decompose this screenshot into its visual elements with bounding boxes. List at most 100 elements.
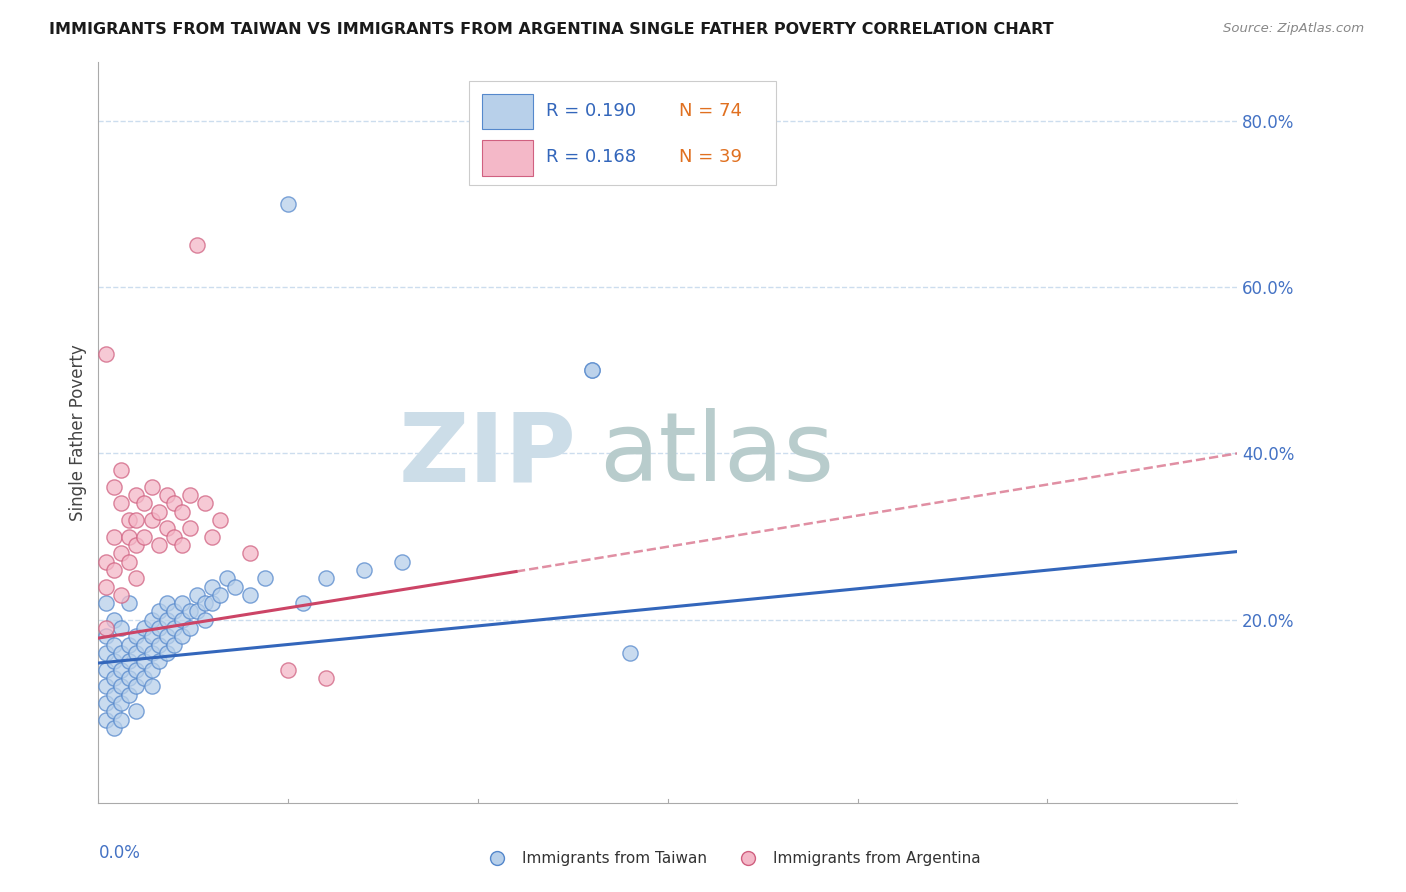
- Point: [315, 571, 337, 585]
- Point: [141, 663, 163, 677]
- Point: [163, 496, 186, 510]
- Y-axis label: Single Father Poverty: Single Father Poverty: [69, 344, 87, 521]
- Point: [125, 663, 148, 677]
- Point: [110, 463, 132, 477]
- Point: [315, 671, 337, 685]
- Point: [118, 654, 141, 668]
- Text: R = 0.190: R = 0.190: [546, 102, 636, 120]
- Point: [110, 679, 132, 693]
- Point: [118, 671, 141, 685]
- Point: [148, 621, 170, 635]
- Point: [148, 638, 170, 652]
- Point: [186, 605, 208, 619]
- Point: [125, 488, 148, 502]
- Point: [194, 596, 217, 610]
- Point: [292, 596, 315, 610]
- Point: [141, 480, 163, 494]
- Point: [110, 663, 132, 677]
- Point: [103, 638, 125, 652]
- Point: [163, 638, 186, 652]
- Point: [94, 346, 117, 360]
- Point: [619, 646, 641, 660]
- Point: [132, 671, 155, 685]
- FancyBboxPatch shape: [468, 81, 776, 185]
- Point: [581, 363, 603, 377]
- Point: [110, 496, 132, 510]
- Point: [125, 629, 148, 643]
- Point: [94, 679, 117, 693]
- Point: [254, 571, 277, 585]
- Point: [103, 530, 125, 544]
- Point: [118, 555, 141, 569]
- Point: [170, 596, 193, 610]
- Point: [277, 663, 299, 677]
- Point: [132, 530, 155, 544]
- Point: [141, 646, 163, 660]
- Point: [201, 530, 224, 544]
- Point: [156, 613, 179, 627]
- Text: N = 74: N = 74: [679, 102, 742, 120]
- Point: [94, 646, 117, 660]
- Point: [201, 596, 224, 610]
- Point: [125, 513, 148, 527]
- Point: [239, 588, 262, 602]
- Point: [103, 721, 125, 735]
- Point: [141, 629, 163, 643]
- Point: [156, 629, 179, 643]
- Point: [581, 363, 603, 377]
- Point: [208, 513, 231, 527]
- Point: [132, 496, 155, 510]
- Point: [118, 513, 141, 527]
- Point: [186, 238, 208, 252]
- Text: 0.0%: 0.0%: [98, 844, 141, 862]
- Point: [186, 588, 208, 602]
- Point: [132, 621, 155, 635]
- Text: ZIP: ZIP: [399, 409, 576, 501]
- Point: [170, 629, 193, 643]
- Point: [94, 555, 117, 569]
- FancyBboxPatch shape: [482, 140, 533, 176]
- Point: [94, 621, 117, 635]
- Point: [170, 613, 193, 627]
- Point: [194, 613, 217, 627]
- Point: [179, 621, 201, 635]
- Point: [125, 679, 148, 693]
- Point: [163, 605, 186, 619]
- Point: [141, 679, 163, 693]
- Point: [141, 613, 163, 627]
- Point: [103, 613, 125, 627]
- FancyBboxPatch shape: [482, 94, 533, 129]
- Point: [132, 638, 155, 652]
- Point: [156, 596, 179, 610]
- Point: [156, 521, 179, 535]
- Point: [94, 596, 117, 610]
- Point: [163, 621, 186, 635]
- Point: [94, 713, 117, 727]
- Point: [103, 671, 125, 685]
- Point: [148, 505, 170, 519]
- Point: [163, 530, 186, 544]
- Point: [239, 546, 262, 560]
- Text: R = 0.168: R = 0.168: [546, 148, 636, 166]
- Text: atlas: atlas: [599, 409, 835, 501]
- Point: [103, 688, 125, 702]
- Point: [391, 555, 413, 569]
- Point: [132, 654, 155, 668]
- Point: [94, 696, 117, 710]
- Point: [277, 197, 299, 211]
- Point: [118, 596, 141, 610]
- Text: N = 39: N = 39: [679, 148, 742, 166]
- Point: [125, 538, 148, 552]
- Point: [179, 605, 201, 619]
- Point: [141, 513, 163, 527]
- Point: [103, 654, 125, 668]
- Point: [194, 496, 217, 510]
- Text: Immigrants from Taiwan: Immigrants from Taiwan: [522, 851, 707, 866]
- Point: [94, 580, 117, 594]
- Point: [118, 688, 141, 702]
- Point: [179, 488, 201, 502]
- Point: [156, 488, 179, 502]
- Point: [110, 546, 132, 560]
- Point: [118, 638, 141, 652]
- Point: [125, 571, 148, 585]
